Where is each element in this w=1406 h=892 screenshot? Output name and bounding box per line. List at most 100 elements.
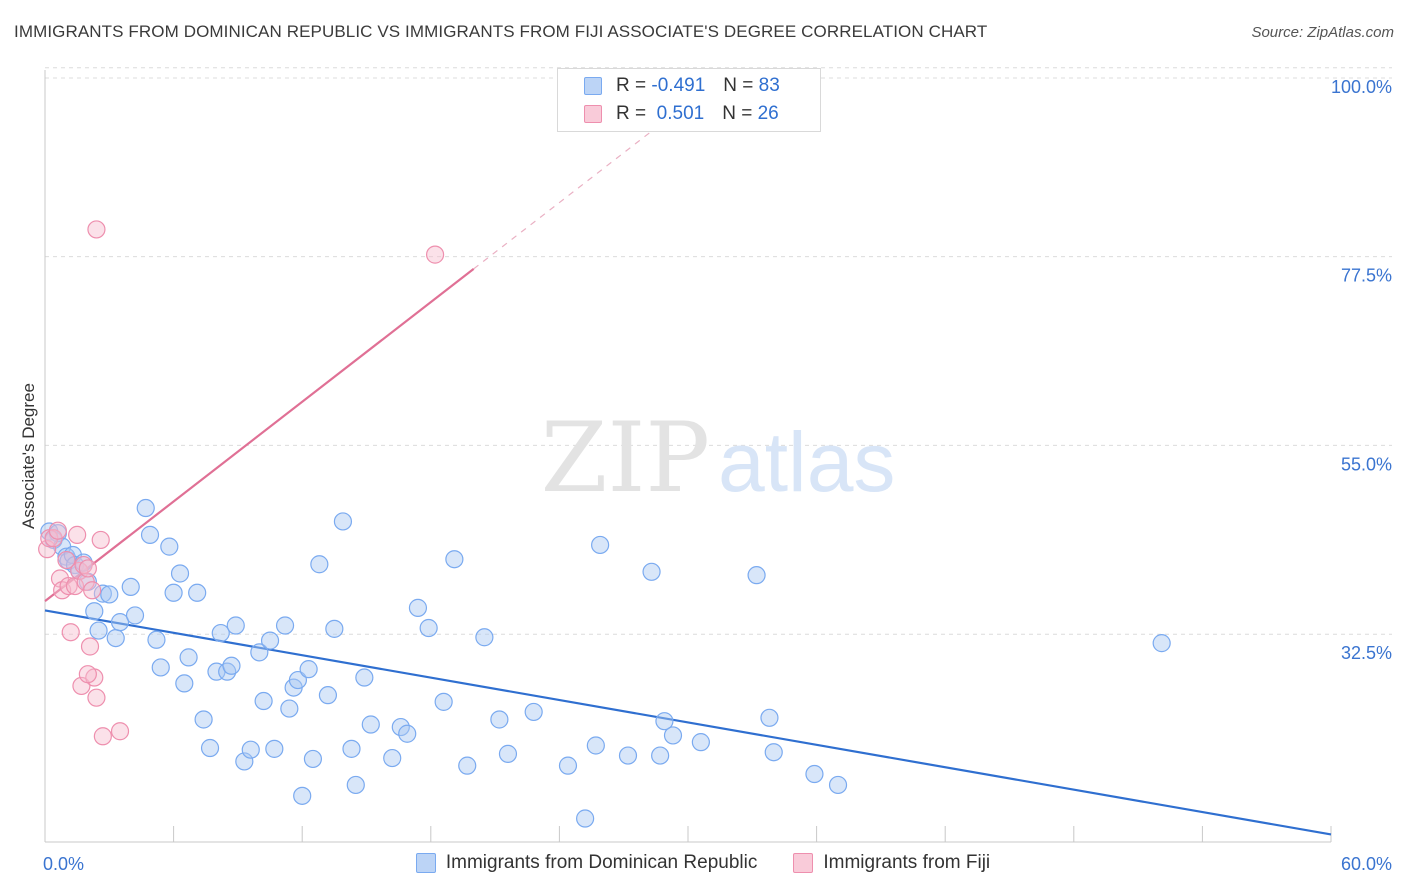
- dominican-point: [293, 786, 312, 805]
- dominican-point: [558, 756, 578, 775]
- dominican-point: [828, 775, 848, 795]
- dominican-point: [586, 736, 605, 755]
- chart-title: IMMIGRANTS FROM DOMINICAN REPUBLIC VS IM…: [14, 22, 988, 41]
- dominican-point: [179, 648, 198, 667]
- series-swatch-blue: [415, 853, 436, 873]
- dominican-point: [121, 577, 140, 597]
- dominican-point: [498, 744, 518, 763]
- dominican-point: [85, 602, 104, 621]
- fiji-point: [61, 623, 80, 642]
- dominican-point: [764, 743, 783, 762]
- dominican-point: [260, 631, 280, 650]
- y-tick-label: 32.5%: [1341, 643, 1392, 663]
- legend-n-value: 26: [757, 103, 779, 124]
- dominican-point: [524, 702, 543, 722]
- legend-swatch-blue: [584, 77, 602, 95]
- dominican-point: [445, 550, 464, 569]
- dominican-point: [194, 710, 213, 729]
- dominican-point: [475, 628, 494, 647]
- fiji-point: [57, 550, 76, 570]
- dominican-point: [391, 717, 410, 737]
- dominican-point: [805, 764, 824, 784]
- dominican-point: [691, 733, 710, 752]
- series-legend: Immigrants from Dominican Republic Immig…: [0, 852, 1406, 874]
- dominican-point: [1152, 634, 1171, 653]
- fiji-point: [78, 665, 97, 684]
- dominican-point: [265, 739, 284, 758]
- axis-layer: 100.0% 77.5% 55.0% 32.5% 0.0% 60.0%: [43, 70, 1392, 874]
- dominican-point: [419, 618, 438, 638]
- dominican-point: [275, 616, 295, 635]
- dominican-point: [200, 738, 220, 758]
- legend-n-label: N =: [722, 103, 753, 124]
- dominican-point: [93, 584, 112, 603]
- series-swatch-pink: [793, 853, 814, 873]
- dominican-point: [663, 726, 683, 745]
- dominican-point: [318, 686, 338, 705]
- dominican-point: [310, 555, 329, 574]
- y-axis-label: Associate's Degree: [19, 383, 38, 529]
- dominican-point: [250, 643, 269, 662]
- dominican-point: [303, 749, 323, 769]
- fiji-point: [48, 521, 67, 540]
- x-tick-label: 60.0%: [1341, 854, 1392, 874]
- legend-r-value: -0.491: [651, 75, 706, 96]
- dominican-point: [222, 656, 241, 675]
- fiji-point: [93, 727, 112, 746]
- fiji-point: [72, 676, 91, 696]
- dominican-point: [355, 668, 374, 687]
- dominican-point: [151, 658, 170, 677]
- fiji-point: [83, 581, 102, 600]
- legend-row-fiji: R = 0.501 N = 26: [584, 101, 779, 127]
- dominican-point: [288, 670, 308, 690]
- dominican-point: [651, 746, 670, 765]
- dominican-point: [458, 756, 477, 775]
- series-legend-dominican: Immigrants from Dominican Republic: [415, 852, 757, 874]
- fiji-point: [91, 530, 110, 550]
- dominican-point: [490, 710, 509, 729]
- fiji-point: [87, 220, 106, 239]
- series-legend-fiji: Immigrants from Fiji: [793, 852, 990, 874]
- fiji-point: [59, 576, 78, 596]
- fiji-point: [425, 245, 445, 264]
- dominican-point: [642, 562, 661, 581]
- dominican-point: [254, 691, 273, 711]
- y-tick-label: 55.0%: [1341, 454, 1392, 474]
- dominican-trend-line: [44, 609, 1332, 836]
- dominican-point: [241, 740, 260, 759]
- dominican-point: [342, 739, 361, 758]
- fiji-point: [78, 559, 97, 578]
- dominican-point: [136, 498, 155, 518]
- dominican-point: [226, 616, 245, 635]
- y-tick-label: 77.5%: [1341, 266, 1392, 286]
- watermark-atlas: atlas: [718, 415, 895, 509]
- points-layer: [38, 220, 1171, 828]
- fiji-trend-line: [44, 268, 475, 603]
- grid-layer: [45, 67, 1392, 635]
- fiji-point: [87, 688, 106, 707]
- legend-swatch-pink: [584, 105, 602, 123]
- trend-layer: [44, 130, 1332, 836]
- dominican-point: [211, 623, 230, 643]
- fiji-point: [80, 637, 100, 656]
- dominican-point: [346, 775, 365, 795]
- dominican-point: [299, 660, 318, 679]
- dominican-point: [110, 613, 130, 632]
- dominican-point: [164, 583, 183, 602]
- correlation-legend: R = -0.491 N = 83 R = 0.501 N = 26: [557, 68, 821, 132]
- dominican-point: [140, 525, 160, 544]
- fiji-point: [65, 576, 85, 596]
- dominican-point: [160, 537, 179, 556]
- legend-n-label: N =: [723, 75, 754, 96]
- dominican-point: [333, 512, 353, 531]
- fiji-trend-extension: [473, 130, 652, 270]
- dominican-point: [618, 746, 638, 765]
- dominican-point: [188, 583, 207, 602]
- legend-n-value: 83: [758, 75, 780, 96]
- dominican-point: [747, 566, 766, 585]
- x-tick-label: 0.0%: [43, 854, 84, 874]
- y-tick-label: 100.0%: [1331, 77, 1392, 97]
- fiji-point: [68, 525, 87, 544]
- watermark-zip: ZIP: [541, 402, 710, 514]
